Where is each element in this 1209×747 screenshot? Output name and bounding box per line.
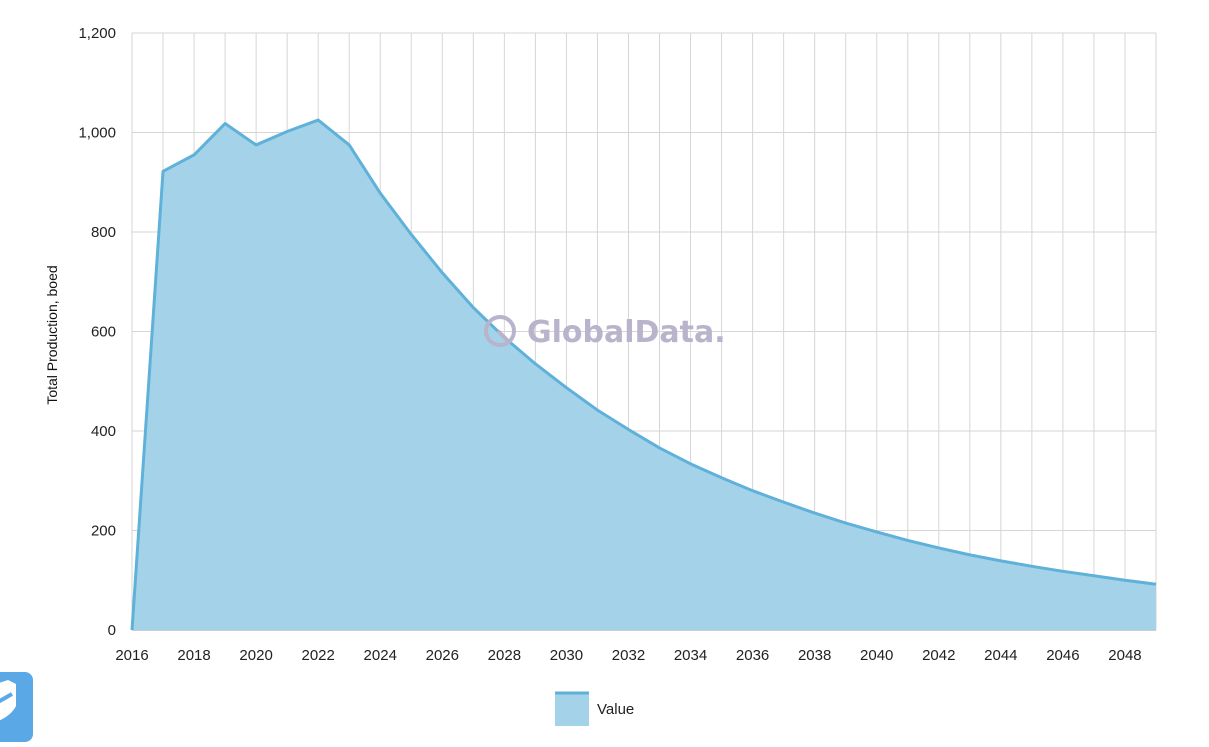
y-tick-label: 0 [108, 622, 116, 639]
x-tick-label: 2038 [798, 647, 831, 664]
legend: Value [555, 692, 634, 726]
area-fill [132, 120, 1156, 630]
x-tick-label: 2022 [301, 647, 334, 664]
y-axis-ticks: 0 200 400 600 800 1,000 1,200 [78, 25, 116, 639]
x-tick-label: 2040 [860, 647, 893, 664]
x-tick-label: 2018 [177, 647, 210, 664]
x-tick-label: 2028 [488, 647, 521, 664]
x-tick-label: 2046 [1046, 647, 1079, 664]
shield-glyph [0, 672, 33, 742]
x-tick-label: 2042 [922, 647, 955, 664]
watermark-text: GlobalData. [527, 315, 726, 350]
x-tick-label: 2024 [364, 647, 397, 664]
x-tick-label: 2044 [984, 647, 1017, 664]
x-tick-label: 2048 [1108, 647, 1141, 664]
y-tick-label: 600 [91, 324, 116, 341]
x-tick-label: 2026 [426, 647, 459, 664]
y-tick-label: 1,000 [78, 125, 116, 142]
x-axis-ticks: 2016 2018 2020 2022 2024 2026 2028 2030 2032 2034… [115, 647, 1141, 664]
x-tick-label: 2032 [612, 647, 645, 664]
x-tick-label: 2030 [550, 647, 583, 664]
watermark-logo: GlobalData. [486, 315, 726, 350]
y-axis-label: Total Production, boed [44, 265, 60, 404]
x-tick-label: 2016 [115, 647, 148, 664]
y-tick-label: 200 [91, 523, 116, 540]
area-series [132, 120, 1156, 630]
x-tick-label: 2034 [674, 647, 707, 664]
y-tick-label: 400 [91, 423, 116, 440]
shield-icon[interactable] [0, 672, 33, 742]
x-tick-label: 2036 [736, 647, 769, 664]
y-tick-label: 1,200 [78, 25, 116, 42]
y-tick-label: 800 [91, 224, 116, 241]
legend-swatch [555, 692, 589, 726]
legend-label-value: Value [597, 701, 634, 718]
x-tick-label: 2020 [239, 647, 272, 664]
